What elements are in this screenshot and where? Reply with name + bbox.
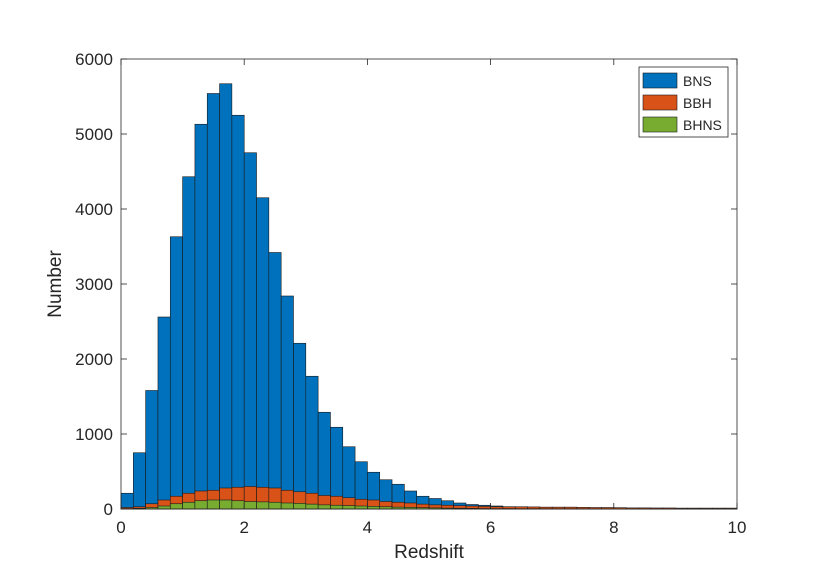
y-tick-label: 6000 [75,50,113,69]
bar-bhns-4 [169,503,183,510]
y-tick-label: 3000 [75,275,113,294]
y-tick-label: 1000 [75,425,113,444]
bar-bns-9 [231,114,245,510]
bar-bns-11 [256,197,270,510]
bar-bhns-19 [354,505,368,510]
legend-swatch-bhns [642,116,678,133]
legend-swatch-bns [642,72,678,89]
y-tick-label: 0 [104,500,113,519]
bar-bhns-5 [182,501,196,510]
bar-bns-2 [145,390,159,510]
bar-bhns-8 [219,499,233,510]
x-tick-label: 4 [363,518,372,537]
bar-bns-13 [280,295,294,510]
bar-bns-16 [317,411,331,510]
x-tick-label: 2 [239,518,248,537]
bars-layer [120,83,738,510]
legend-swatch-bbh [642,94,678,111]
series-bns [120,83,738,510]
legend-label-bns: BNS [683,73,712,89]
bar-bhns-15 [305,503,319,510]
bar-bhns-14 [293,503,307,510]
y-tick-label: 2000 [75,350,113,369]
x-tick-label: 6 [486,518,495,537]
bar-bns-14 [293,342,307,510]
bar-bhns-7 [206,499,220,510]
bar-bns-7 [206,93,220,510]
bar-bns-3 [157,316,171,510]
x-axis-label: Redshift [394,542,464,563]
x-tick-label: 0 [116,518,125,537]
legend-label-bbh: BBH [683,95,712,111]
bar-bns-0 [120,492,134,510]
bar-bns-12 [268,252,282,510]
bar-bhns-13 [280,502,294,510]
bar-bhns-11 [256,501,270,510]
bar-bns-8 [219,83,233,510]
legend-label-bhns: BHNS [683,117,722,133]
bar-bns-10 [243,152,257,510]
bar-bhns-3 [157,505,171,510]
bar-bhns-17 [330,504,344,510]
bar-bns-4 [169,236,183,510]
bar-bhns-10 [243,501,257,510]
bar-bns-15 [305,375,319,510]
bar-bns-1 [133,452,146,510]
bar-bhns-9 [231,500,245,510]
x-tick-label: 10 [728,518,747,537]
bar-bhns-18 [342,505,356,510]
ticks-layer: 0 2 4 6 8 10 0 1000 2000 3000 4000 5000 6000 [75,50,746,537]
legend: BNS BBH BHNS [638,66,729,138]
bar-bhns-6 [194,500,208,510]
y-tick-label: 4000 [75,200,113,219]
x-tick-label: 8 [609,518,618,537]
bar-bns-6 [194,123,208,510]
y-axis-label: Number [45,250,66,318]
bar-bhns-12 [268,501,282,510]
bar-bns-5 [182,176,196,510]
bar-bhns-16 [317,504,331,510]
y-tick-label: 5000 [75,125,113,144]
